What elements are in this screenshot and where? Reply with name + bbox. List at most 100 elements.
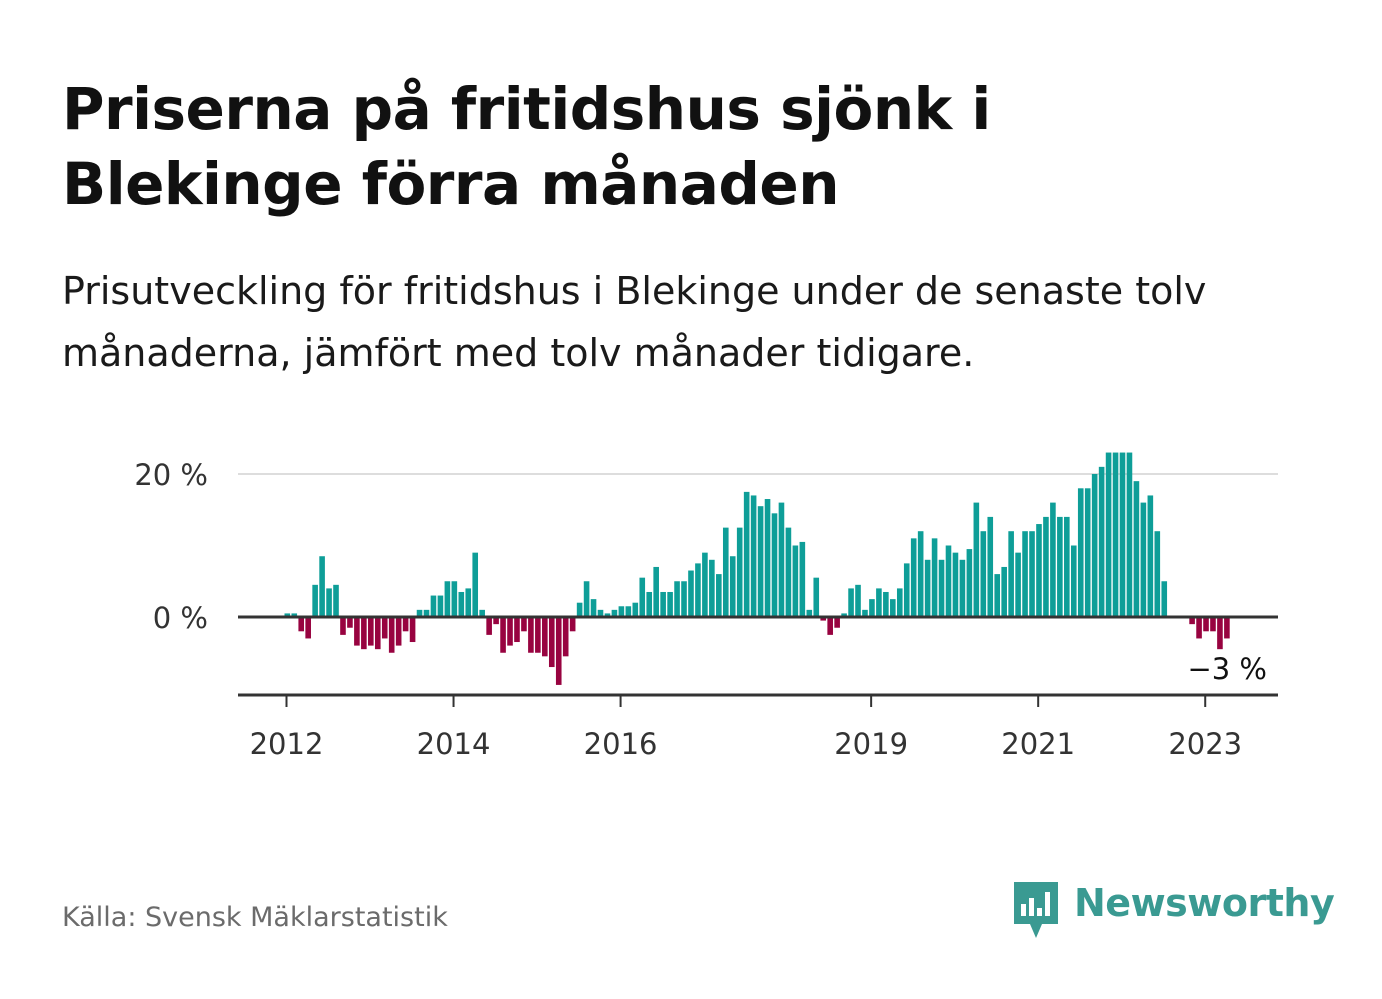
bar — [806, 609, 813, 617]
bar — [395, 617, 402, 646]
bar — [987, 516, 994, 617]
bar — [1043, 516, 1049, 617]
bar — [1140, 502, 1147, 617]
bar — [388, 617, 395, 653]
bar — [1210, 617, 1216, 632]
bar — [1196, 617, 1202, 639]
axes — [238, 615, 1278, 697]
bar — [736, 527, 743, 618]
bar — [528, 617, 534, 653]
bar — [284, 613, 291, 617]
bar — [827, 617, 833, 635]
bar — [305, 617, 311, 639]
newsworthy-logo-icon — [1014, 882, 1058, 938]
bar — [653, 566, 659, 617]
bar — [333, 584, 339, 618]
bar — [813, 577, 820, 617]
bar — [1077, 488, 1084, 617]
bar — [931, 538, 938, 617]
bar — [548, 617, 555, 668]
bar — [1091, 474, 1098, 617]
bar — [938, 559, 945, 617]
brand-name: Newsworthy — [1074, 881, 1335, 925]
bar — [1203, 617, 1209, 632]
bar — [1064, 516, 1070, 617]
bar — [555, 617, 562, 685]
bar — [820, 617, 827, 621]
annotations: −3 % — [1187, 652, 1267, 686]
bar — [743, 491, 750, 618]
bars — [284, 452, 1230, 685]
bar — [910, 538, 917, 617]
bar — [1057, 516, 1063, 617]
bar — [437, 595, 444, 617]
bar — [597, 609, 604, 617]
bar — [291, 613, 298, 617]
bar — [1084, 488, 1091, 617]
bar — [764, 499, 771, 617]
bar — [729, 556, 736, 618]
bar — [695, 563, 701, 618]
bar — [792, 545, 799, 617]
y-tick-label: 0 % — [153, 601, 208, 635]
bar — [771, 513, 778, 618]
bar — [848, 588, 854, 617]
bar — [312, 584, 318, 618]
bar — [493, 617, 499, 625]
bar — [1154, 531, 1161, 617]
bar — [785, 527, 792, 618]
bar — [952, 552, 959, 617]
bar — [834, 617, 840, 628]
bar — [1224, 617, 1230, 639]
bar — [625, 606, 632, 617]
source-note: Källa: Svensk Mäklarstatistik — [62, 902, 448, 933]
bar — [681, 581, 687, 617]
bar — [521, 617, 527, 632]
bar — [326, 588, 332, 617]
bar — [632, 602, 639, 617]
bar — [945, 545, 952, 617]
bar — [1070, 545, 1077, 617]
bar — [361, 617, 367, 650]
bar — [423, 609, 430, 617]
bar — [1217, 617, 1223, 650]
bar — [354, 617, 360, 646]
bar — [980, 531, 987, 617]
bar — [973, 502, 980, 617]
bar — [618, 606, 625, 617]
bar — [562, 617, 569, 657]
bar — [1050, 502, 1056, 617]
bar — [416, 609, 423, 617]
bar — [702, 552, 708, 617]
bar — [1161, 581, 1168, 617]
bar — [514, 617, 520, 643]
bar — [381, 617, 388, 639]
bar — [486, 617, 492, 635]
chart-subtitle: Prisutveckling för fritidshus i Blekinge… — [62, 269, 1207, 375]
x-tick-label: 2019 — [834, 727, 908, 761]
bar — [458, 591, 465, 618]
chart-title: Priserna på fritidshus sjönk i Blekinge … — [62, 75, 991, 218]
x-tick-label: 2012 — [250, 727, 324, 761]
bar — [1147, 495, 1154, 617]
bar — [994, 574, 1001, 617]
bar — [1119, 452, 1126, 617]
bar — [667, 591, 673, 618]
bar — [368, 617, 374, 646]
bar — [479, 609, 485, 617]
bar — [709, 559, 715, 617]
bar — [347, 617, 353, 628]
x-tick-label: 2016 — [584, 727, 658, 761]
bar — [340, 617, 346, 635]
y-tick-label: 20 % — [134, 458, 208, 492]
bar — [917, 531, 924, 617]
bar — [799, 541, 806, 617]
bar — [1112, 452, 1119, 617]
bar — [855, 584, 861, 618]
y-axis-ticks: 0 % 20 % — [134, 458, 208, 635]
bar — [451, 581, 458, 617]
bar — [611, 609, 618, 617]
bar — [465, 588, 472, 617]
bar — [688, 570, 694, 617]
